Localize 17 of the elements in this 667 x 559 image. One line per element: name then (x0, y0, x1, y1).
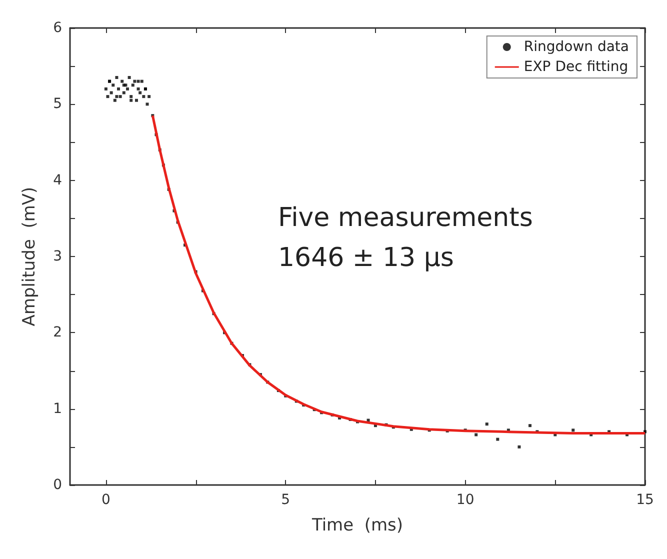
legend-label: Ringdown data (524, 39, 630, 55)
y-tick-label: 6 (53, 20, 62, 36)
y-axis-title: Amplitude (mV) (20, 186, 40, 326)
x-tick-label: 15 (636, 492, 654, 508)
x-axis-title: Time (ms) (310, 516, 404, 536)
y-tick-label: 3 (53, 248, 62, 264)
annotation: Five measurements 1646 ± 13 μs (278, 203, 533, 273)
y-tick-label: 2 (53, 324, 62, 341)
x-tick-label: 5 (281, 492, 290, 508)
x-tick-label: 0 (101, 492, 110, 508)
y-tick-label: 4 (53, 172, 62, 188)
y-tick-label: 1 (53, 400, 62, 417)
y-tick-label: 5 (53, 96, 62, 112)
x-tick-label: 10 (456, 492, 474, 508)
legend-label: EXP Dec fitting (524, 59, 628, 75)
y-tick-label: 0 (53, 477, 62, 493)
line-series (151, 114, 646, 434)
